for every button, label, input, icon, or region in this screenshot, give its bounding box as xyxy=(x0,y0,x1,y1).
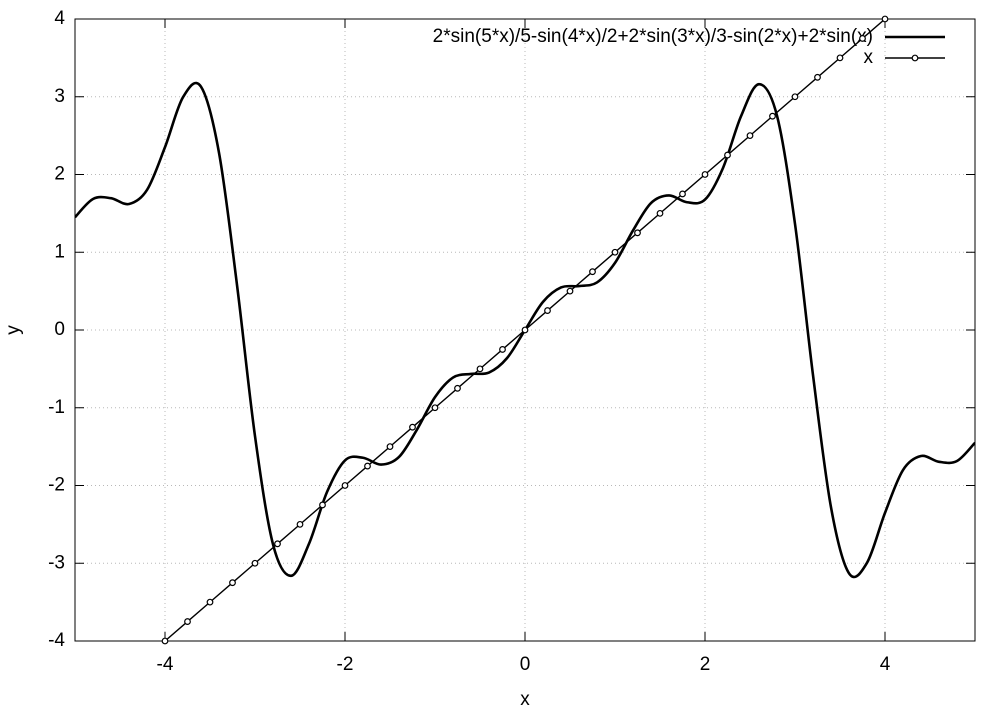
point xyxy=(544,307,551,314)
point xyxy=(161,637,169,645)
y-tick-label: -2 xyxy=(48,475,65,496)
x-tick-label: 4 xyxy=(880,654,891,675)
point xyxy=(409,423,416,431)
y-tick-label: 3 xyxy=(54,86,65,107)
point xyxy=(296,520,304,528)
point xyxy=(701,171,709,178)
point xyxy=(814,73,821,81)
point xyxy=(319,501,326,509)
legend-marker xyxy=(911,54,919,62)
y-tick-label: -4 xyxy=(48,630,65,651)
point xyxy=(634,229,641,237)
point xyxy=(476,365,484,373)
point xyxy=(206,598,214,606)
point xyxy=(184,618,191,625)
y-tick-label: 4 xyxy=(54,8,65,29)
point xyxy=(611,248,619,256)
x-tick-label: 2 xyxy=(700,654,711,675)
x-tick-label: -2 xyxy=(337,654,354,675)
point xyxy=(656,209,664,217)
point xyxy=(341,482,349,489)
y-tick-label: 1 xyxy=(54,241,65,262)
point xyxy=(746,132,754,140)
y-tick-label: -3 xyxy=(48,552,65,573)
y-axis-label: y xyxy=(3,325,24,335)
y-tick-label: 0 xyxy=(54,319,65,340)
point xyxy=(229,579,236,587)
point xyxy=(566,287,574,295)
x-tick-label: -4 xyxy=(157,654,174,675)
point xyxy=(881,15,889,23)
x-tick-label: 0 xyxy=(520,654,531,675)
point xyxy=(791,93,799,101)
point xyxy=(769,112,776,120)
point xyxy=(364,462,371,470)
x-axis-label: x xyxy=(520,689,530,710)
legend-label: 2*sin(5*x)/5-sin(4*x)/2+2*sin(3*x)/3-sin… xyxy=(433,26,873,47)
point xyxy=(431,404,439,412)
plot-border xyxy=(74,18,976,642)
point xyxy=(589,268,596,276)
point xyxy=(859,35,866,42)
point xyxy=(521,326,529,334)
point xyxy=(386,443,394,451)
point xyxy=(274,540,281,548)
point xyxy=(251,559,259,567)
point xyxy=(679,190,686,198)
y-tick-label: -1 xyxy=(48,397,65,418)
point xyxy=(454,384,461,392)
point xyxy=(499,346,506,353)
legend-label: x xyxy=(864,47,874,68)
point xyxy=(724,151,731,159)
y-tick-label: 2 xyxy=(54,164,65,185)
point xyxy=(836,54,844,62)
